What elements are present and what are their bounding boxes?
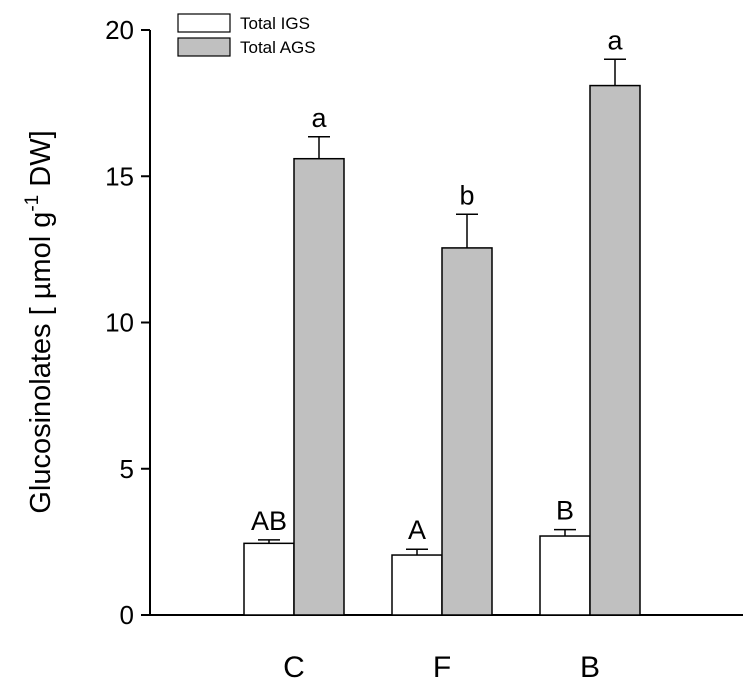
y-axis-label-superscript: -1: [22, 195, 43, 212]
bar-ags: [293, 157, 345, 616]
legend: Total IGS Total AGS: [177, 13, 316, 57]
y-axis-label: Glucosinolates [ µmol g-1 DW]: [22, 130, 57, 513]
significance-label: a: [311, 103, 327, 133]
y-axis-label-main: Glucosinolates [ µmol g: [25, 212, 57, 514]
x-tick-label: B: [580, 651, 600, 684]
y-tick-label: 5: [120, 454, 134, 484]
y-tick-label: 0: [120, 600, 134, 630]
legend-label: Total AGS: [240, 38, 316, 57]
bars: AB a Ab Ba: [243, 25, 641, 616]
significance-label: b: [459, 180, 474, 210]
y-tick-label: 10: [105, 308, 134, 338]
bar-igs: [243, 542, 295, 616]
y-tick-label: 20: [105, 15, 134, 45]
legend-label: Total IGS: [240, 14, 310, 33]
bar-ags: [589, 84, 641, 616]
legend-swatch: [177, 37, 231, 57]
y-axis-label-tail: DW]: [25, 130, 57, 194]
significance-label: AB: [251, 506, 287, 536]
bar-igs: [391, 554, 443, 616]
x-tick-label: C: [283, 651, 305, 684]
bar-igs: [539, 535, 591, 616]
legend-swatch: [177, 13, 231, 33]
y-tick-label: 15: [105, 161, 134, 191]
bar-ags: [441, 247, 493, 616]
x-tick-label: F: [433, 651, 451, 684]
significance-label: A: [408, 515, 426, 545]
significance-label: a: [607, 25, 623, 55]
significance-label: B: [556, 496, 574, 526]
